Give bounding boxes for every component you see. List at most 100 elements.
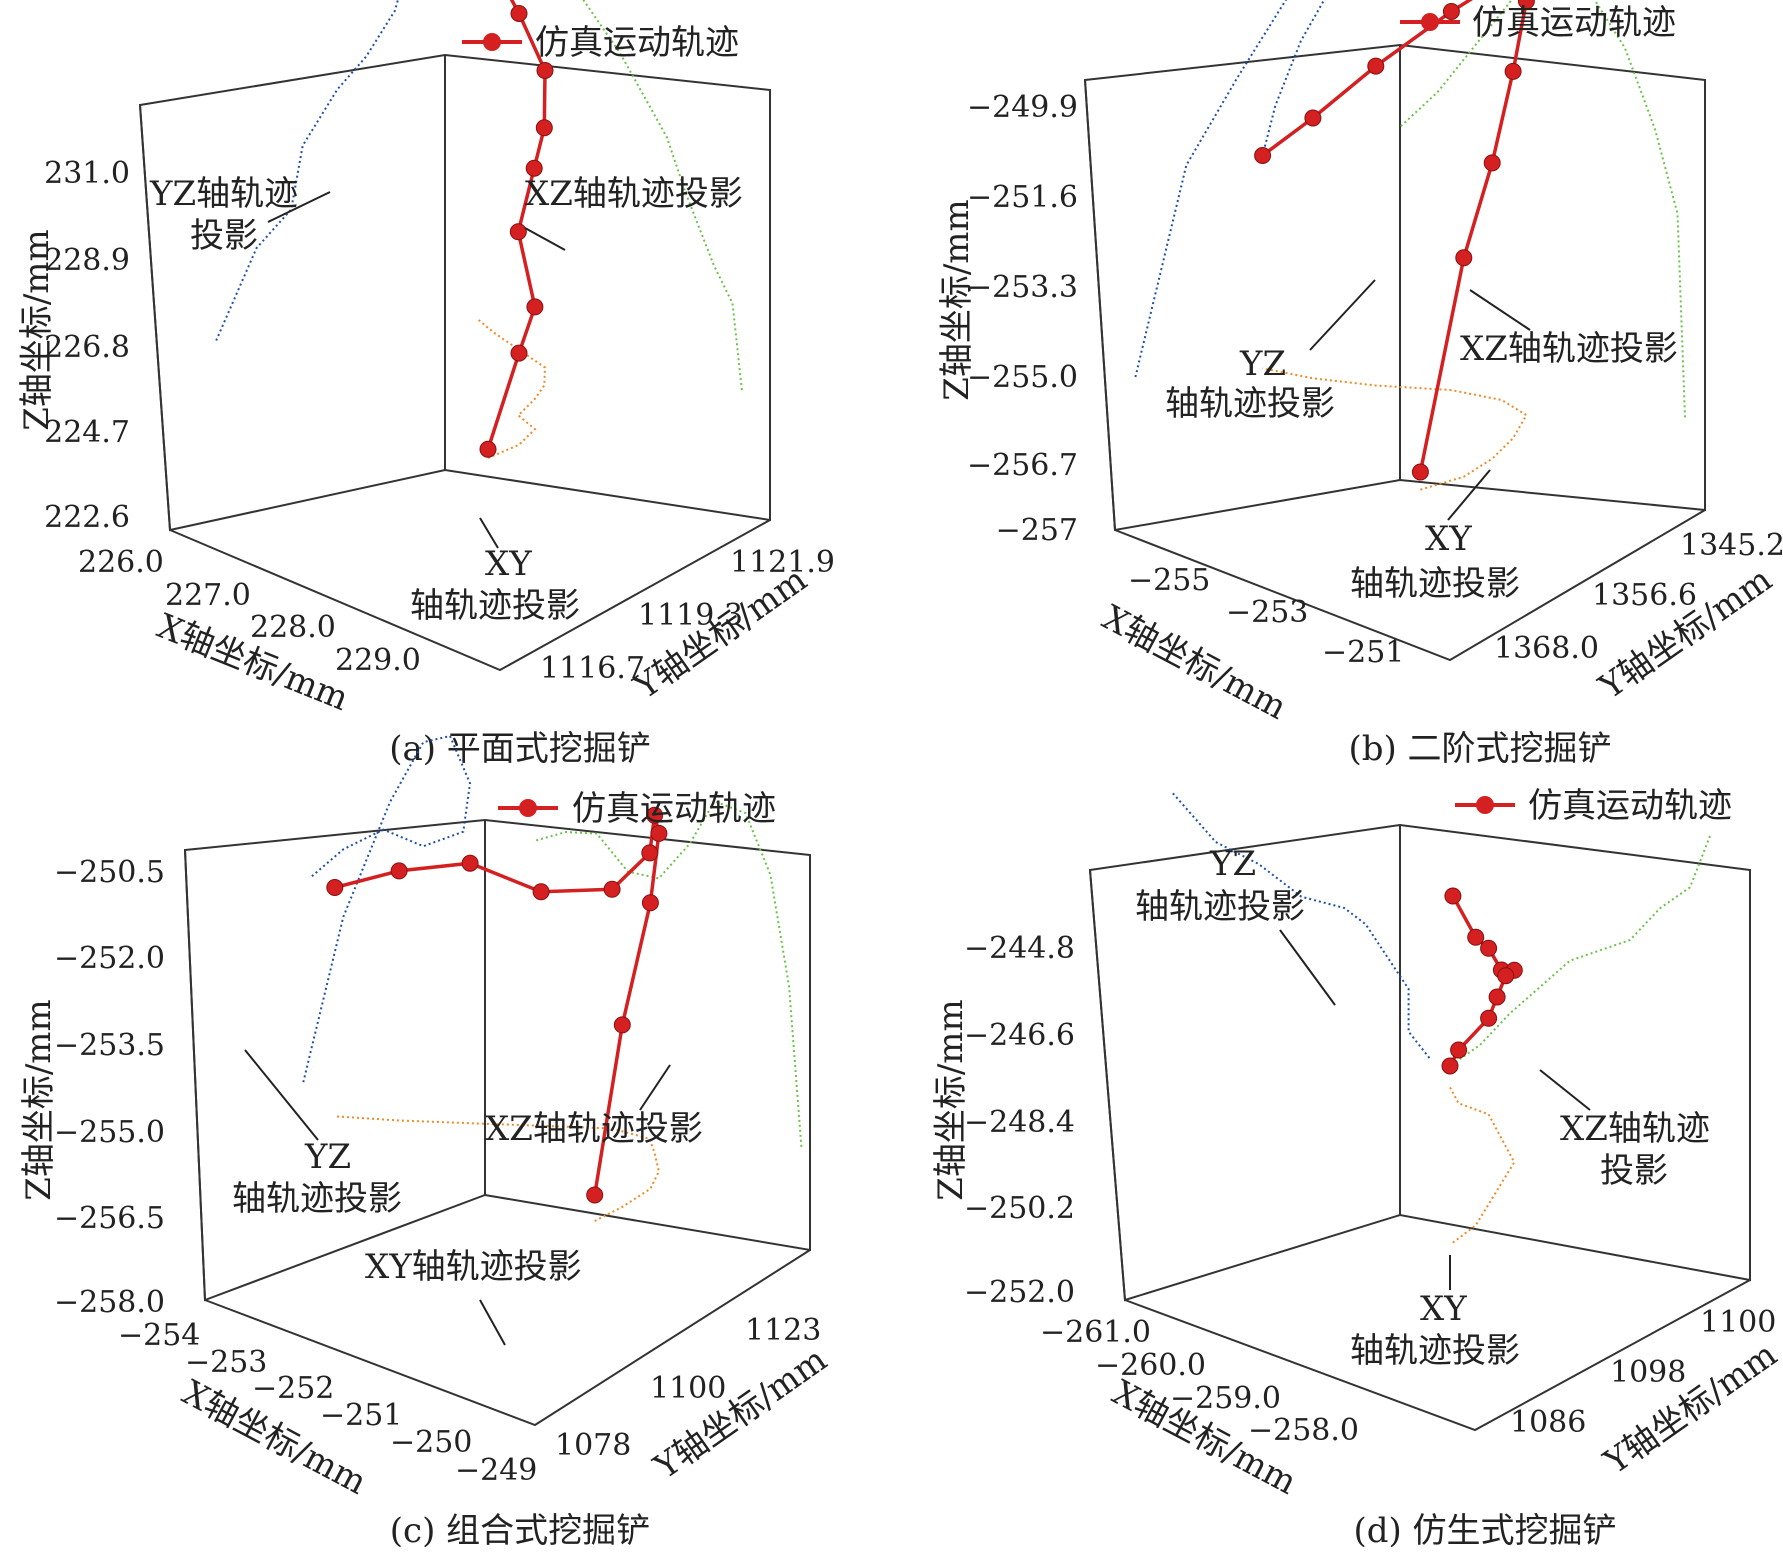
trajectory-line: [1261, 0, 1529, 473]
xy-projection-line: [1449, 1086, 1516, 1244]
z-tick: 224.7: [44, 415, 130, 450]
z-tick: −252.0: [964, 1275, 1075, 1310]
trajectory-point: [1444, 887, 1462, 905]
trajectory-point: [586, 1186, 604, 1204]
z-tick: −249.9: [967, 90, 1078, 125]
x-tick: −252: [252, 1371, 334, 1406]
panel-d: 仿真运动轨迹 −244.8 −246.6 −248.4 −250.2 −252.…: [931, 786, 1783, 1551]
y-tick: 1345.2: [1680, 528, 1783, 563]
panel-b-yz-label-2: 轴轨迹投影: [1165, 384, 1335, 424]
y-tick: 1123: [745, 1313, 821, 1348]
trajectory-point: [526, 298, 544, 316]
x-tick: −261.0: [1040, 1315, 1151, 1350]
panel-a-box: [138, 53, 771, 672]
panel-c-caption: (c) 组合式挖掘铲: [390, 1511, 650, 1551]
z-tick: −253.5: [54, 1028, 165, 1063]
trajectory-point: [326, 879, 344, 896]
x-tick: −249: [455, 1453, 537, 1488]
x-tick: −251: [320, 1398, 402, 1433]
panel-d-legend-label: 仿真运动轨迹: [1528, 786, 1732, 826]
z-tick: −248.4: [964, 1105, 1075, 1140]
panel-d-z-ticks: −244.8 −246.6 −248.4 −250.2 −252.0: [964, 931, 1075, 1310]
panel-a-traces: [215, 0, 743, 459]
panel-c-z-ticks: −250.5 −252.0 −253.5 −255.0 −256.5 −258.…: [54, 855, 165, 1320]
trajectory-point: [1304, 109, 1322, 127]
trajectory-point: [509, 223, 527, 241]
panel-d-x-ticks: −261.0 −260.0 −259.0 −258.0: [1040, 1315, 1359, 1448]
panel-b-xy-label-1: XY: [1425, 519, 1472, 559]
y-tick: 1121.9: [730, 545, 835, 580]
panel-b-z-axis-title: Z轴坐标/mm: [937, 199, 977, 401]
y-tick: 1368.0: [1494, 631, 1599, 666]
trajectory-point: [510, 344, 528, 362]
y-tick: 1119.3: [638, 598, 743, 633]
trajectory-point: [1455, 249, 1473, 267]
y-tick: 1100: [650, 1371, 726, 1406]
panel-a-z-axis-title: Z轴坐标/mm: [17, 229, 57, 431]
panel-d-caption: (d) 仿生式挖掘铲: [1353, 1511, 1616, 1551]
panel-c-legend: 仿真运动轨迹: [498, 789, 776, 829]
panel-c-traces: [302, 734, 803, 1222]
panel-b-traces: [1134, 0, 1686, 491]
z-tick: −257: [996, 513, 1078, 548]
z-tick: −256.7: [967, 448, 1078, 483]
trajectory-point: [536, 62, 554, 79]
y-tick: 1078: [555, 1428, 631, 1463]
xz-projection-line: [582, 0, 743, 391]
panel-a-xy-label-1: XY: [485, 544, 532, 584]
x-tick: −258.0: [1248, 1413, 1359, 1448]
panel-a-yz-label-1: YZ轴轨迹: [149, 174, 298, 214]
z-tick: 222.6: [44, 500, 130, 535]
z-tick: −255.0: [54, 1115, 165, 1150]
panel-d-legend: 仿真运动轨迹: [1455, 786, 1732, 826]
trajectory-point: [461, 854, 479, 872]
panel-b-legend: 仿真运动轨迹: [1400, 3, 1676, 43]
panel-b-caption: (b) 二阶式挖掘铲: [1348, 729, 1611, 769]
trajectory-line: [486, 0, 547, 450]
y-tick: 1356.6: [1592, 578, 1697, 613]
panel-d-y-ticks: 1100 1098 1086: [1510, 1305, 1776, 1440]
x-tick: 227.0: [165, 578, 251, 613]
panel-c-z-axis-title: Z轴坐标/mm: [19, 999, 59, 1201]
x-tick: 228.0: [250, 610, 336, 645]
z-tick: −258.0: [54, 1285, 165, 1320]
xz-projection-line: [1449, 835, 1711, 1067]
trajectory-point: [603, 880, 621, 898]
trajectory-point: [1411, 463, 1429, 481]
trajectory-point: [525, 159, 543, 177]
z-tick: −255.0: [967, 360, 1078, 395]
panel-c-yz-label-2: 轴轨迹投影: [232, 1179, 402, 1219]
panel-a-y-ticks: 1121.9 1119.3 1116.7: [540, 545, 835, 686]
trajectory-point: [1442, 3, 1460, 20]
panel-a-z-ticks: 231.0 228.9 226.8 224.7 222.6: [44, 156, 130, 535]
panel-c-xz-label: XZ轴轨迹投影: [485, 1109, 703, 1149]
y-tick: 1086: [1510, 1405, 1586, 1440]
z-tick: 231.0: [44, 156, 130, 191]
xy-projection-line: [475, 317, 547, 459]
x-tick: −260.0: [1095, 1348, 1206, 1383]
z-tick: −246.6: [964, 1018, 1075, 1053]
panel-d-xy-label-2: 轴轨迹投影: [1350, 1331, 1520, 1371]
y-tick: 1098: [1610, 1355, 1686, 1390]
panel-a-yz-label-2: 投影: [190, 216, 258, 256]
panel-a-xy-label-2: 轴轨迹投影: [410, 586, 580, 626]
panel-d-xz-label-1: XZ轴轨迹: [1560, 1109, 1710, 1149]
panel-a-x-ticks: 226.0 227.0 228.0 229.0: [78, 545, 421, 678]
x-tick: 229.0: [335, 643, 421, 678]
xz-projection-line: [534, 799, 803, 1147]
panel-a-xz-label: XZ轴轨迹投影: [525, 174, 743, 214]
z-tick: −251.6: [967, 180, 1078, 215]
panel-c-x-ticks: −254 −253 −252 −251 −250 −249: [118, 1318, 537, 1488]
panel-c-box: [183, 818, 811, 1427]
panel-c: 仿真运动轨迹 −250.5 −252.0 −253.5 −255.0 −256.…: [19, 734, 834, 1551]
trajectory-point: [641, 894, 659, 912]
x-tick: −253: [185, 1345, 267, 1380]
panel-c-y-ticks: 1123 1100 1078: [555, 1313, 821, 1463]
x-tick: −259.0: [1170, 1381, 1281, 1416]
panel-d-xy-label-1: XY: [1420, 1289, 1467, 1329]
panel-a: 仿真运动轨迹 231.0 228.9 226.8 224.7 222.6 226…: [17, 0, 835, 769]
z-tick: 228.9: [44, 243, 130, 278]
trajectory-point: [479, 440, 497, 458]
panel-b-xy-label-2: 轴轨迹投影: [1350, 564, 1520, 604]
